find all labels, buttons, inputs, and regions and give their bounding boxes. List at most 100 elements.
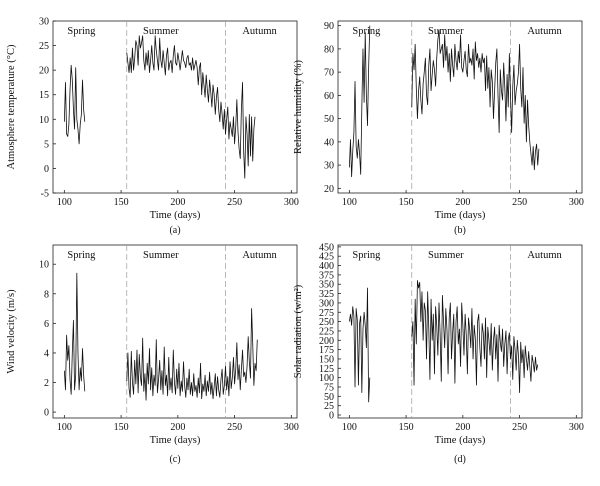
x-tick-label: 300 [284, 422, 299, 433]
y-tick-label: 125 [319, 364, 334, 375]
y-tick-label: 40 [324, 137, 334, 148]
season-label: Autumn [527, 250, 562, 261]
chart-panel-solar-radiation: 100 150 200 250 3000255075100125150175200225… [293, 242, 584, 465]
y-tick-label: 325 [319, 289, 334, 300]
x-tick-label: 250 [227, 422, 242, 433]
season-label: Spring [67, 250, 96, 261]
season-label: Autumn [527, 26, 562, 37]
x-tick-label: 300 [284, 197, 299, 208]
panel-label: (b) [454, 225, 466, 236]
y-tick-label: 4 [44, 348, 49, 359]
y-tick-label: 0 [44, 164, 49, 175]
x-tick-label: 150 [399, 422, 414, 433]
y-tick-label: 10 [39, 115, 49, 126]
y-tick-label: 50 [324, 392, 334, 403]
season-label: Summer [143, 26, 179, 37]
y-tick-label: -5 [41, 189, 49, 200]
y-tick-label: 30 [39, 17, 49, 28]
x-tick-label: 150 [114, 197, 129, 208]
x-tick-label: 200 [455, 197, 470, 208]
x-tick-label: 100 [342, 422, 357, 433]
panel-label: (a) [169, 225, 180, 236]
y-tick-label: 75 [324, 382, 334, 393]
plot-frame [52, 20, 298, 194]
x-tick-label: 200 [455, 422, 470, 433]
y-tick-label: 375 [319, 270, 334, 281]
y-tick-label: 50 [324, 114, 334, 125]
plot-frame [337, 20, 583, 194]
y-tick-label: 300 [319, 298, 334, 309]
y-tick-label: 0 [329, 411, 334, 422]
y-tick-label: 15 [39, 90, 49, 101]
plot-frame [52, 244, 298, 419]
data-series-line [411, 29, 540, 171]
data-series-line [348, 287, 371, 403]
y-tick-label: 225 [319, 326, 334, 337]
y-axis-label: Solar radiation (w/m²) [293, 284, 304, 378]
y-tick-label: 30 [324, 161, 334, 172]
y-tick-label: 200 [319, 336, 334, 347]
season-label: Spring [352, 26, 381, 37]
x-tick-label: 200 [170, 197, 185, 208]
y-tick-label: 90 [324, 21, 334, 32]
y-tick-label: 80 [324, 44, 334, 55]
y-axis-label: Wind velocity (m/s) [6, 289, 17, 374]
y-tick-label: 250 [319, 317, 334, 328]
season-label: Autumn [242, 26, 277, 37]
y-tick-label: 5 [44, 139, 49, 150]
data-series-line [126, 308, 258, 401]
y-tick-label: 450 [319, 242, 334, 253]
x-axis-label: Time (days) [150, 435, 201, 446]
y-tick-label: 8 [44, 289, 49, 300]
y-tick-label: 25 [39, 41, 49, 52]
data-series-line [411, 280, 539, 393]
y-tick-label: 275 [319, 308, 334, 319]
x-tick-label: 250 [227, 197, 242, 208]
y-tick-label: 2 [44, 378, 49, 389]
y-tick-label: 150 [319, 354, 334, 365]
x-tick-label: 300 [569, 197, 584, 208]
y-tick-label: 350 [319, 280, 334, 291]
y-tick-label: 25 [324, 401, 334, 412]
data-series-line [348, 25, 371, 178]
y-tick-label: 20 [39, 66, 49, 77]
season-label: Autumn [242, 250, 277, 261]
x-tick-label: 300 [569, 422, 584, 433]
panel-label: (d) [454, 454, 466, 465]
y-tick-label: 10 [39, 260, 49, 271]
x-tick-label: 100 [57, 422, 72, 433]
chart-panel-wind-velocity: 100 150 200 250 300 0 2 4 6 8 10 Spring Summer Autumn… [6, 244, 299, 465]
y-tick-label: 175 [319, 345, 334, 356]
x-axis-label: Time (days) [435, 435, 486, 446]
data-series-line [126, 35, 256, 179]
chart-panel-temperature: 100 150 200 250 300 -5 0 5 10 15 20 25 30 Spring Summe… [6, 17, 299, 237]
y-tick-label: 60 [324, 91, 334, 102]
x-tick-label: 250 [512, 422, 527, 433]
x-tick-label: 200 [170, 422, 185, 433]
y-tick-label: 6 [44, 319, 49, 330]
season-label: Spring [352, 250, 381, 261]
y-tick-label: 70 [324, 68, 334, 79]
y-tick-label: 425 [319, 252, 334, 263]
data-series-line [63, 64, 86, 145]
panel-label: (c) [169, 454, 180, 465]
data-series-line [63, 272, 86, 395]
y-axis-label: Relative humidity (%) [293, 60, 304, 154]
y-tick-label: 20 [324, 184, 334, 195]
x-tick-label: 150 [399, 197, 414, 208]
y-tick-label: 100 [319, 373, 334, 384]
x-tick-label: 250 [512, 197, 527, 208]
y-tick-label: 400 [319, 261, 334, 272]
x-tick-label: 150 [114, 422, 129, 433]
season-label: Summer [428, 26, 464, 37]
x-axis-label: Time (days) [435, 210, 486, 221]
plot-frame [337, 244, 583, 419]
x-tick-label: 100 [57, 197, 72, 208]
x-tick-label: 100 [342, 197, 357, 208]
y-axis-label: Atmosphere temperature (°C) [6, 44, 17, 169]
season-label: Summer [143, 250, 179, 261]
season-label: Spring [67, 26, 96, 37]
x-axis-label: Time (days) [150, 210, 201, 221]
season-label: Summer [428, 250, 464, 261]
